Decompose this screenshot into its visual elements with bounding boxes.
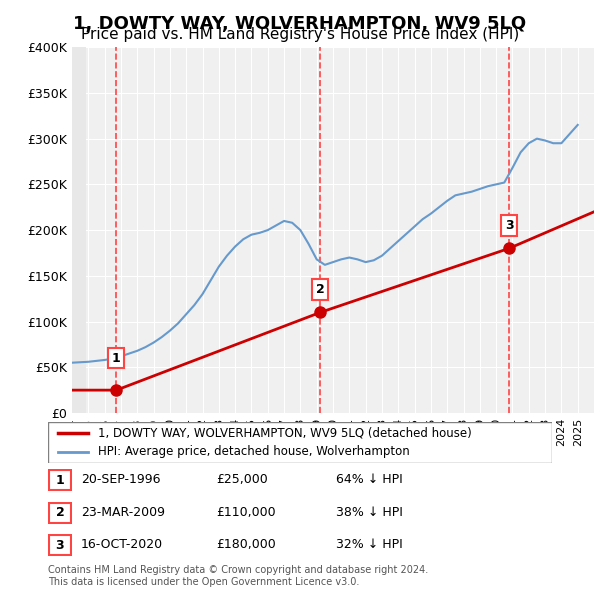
FancyBboxPatch shape bbox=[49, 535, 71, 555]
FancyBboxPatch shape bbox=[49, 470, 71, 490]
Text: 32% ↓ HPI: 32% ↓ HPI bbox=[336, 538, 403, 551]
Text: 38% ↓ HPI: 38% ↓ HPI bbox=[336, 506, 403, 519]
Text: 1, DOWTY WAY, WOLVERHAMPTON, WV9 5LQ: 1, DOWTY WAY, WOLVERHAMPTON, WV9 5LQ bbox=[73, 15, 527, 33]
Bar bbox=[72, 47, 86, 413]
Text: HPI: Average price, detached house, Wolverhampton: HPI: Average price, detached house, Wolv… bbox=[98, 445, 410, 458]
Text: £25,000: £25,000 bbox=[216, 473, 268, 486]
Text: 3: 3 bbox=[56, 539, 64, 552]
FancyBboxPatch shape bbox=[48, 422, 552, 463]
Text: 1: 1 bbox=[56, 474, 64, 487]
Text: 2: 2 bbox=[316, 283, 325, 296]
Text: 16-OCT-2020: 16-OCT-2020 bbox=[81, 538, 163, 551]
FancyBboxPatch shape bbox=[49, 503, 71, 523]
Text: £110,000: £110,000 bbox=[216, 506, 275, 519]
Text: 3: 3 bbox=[505, 219, 514, 232]
Text: Price paid vs. HM Land Registry's House Price Index (HPI): Price paid vs. HM Land Registry's House … bbox=[81, 27, 519, 41]
Text: 20-SEP-1996: 20-SEP-1996 bbox=[81, 473, 161, 486]
Text: 64% ↓ HPI: 64% ↓ HPI bbox=[336, 473, 403, 486]
Text: 2: 2 bbox=[56, 506, 64, 519]
Text: £180,000: £180,000 bbox=[216, 538, 276, 551]
Text: 1, DOWTY WAY, WOLVERHAMPTON, WV9 5LQ (detached house): 1, DOWTY WAY, WOLVERHAMPTON, WV9 5LQ (de… bbox=[98, 427, 472, 440]
Text: Contains HM Land Registry data © Crown copyright and database right 2024.
This d: Contains HM Land Registry data © Crown c… bbox=[48, 565, 428, 587]
Text: 23-MAR-2009: 23-MAR-2009 bbox=[81, 506, 165, 519]
Text: 1: 1 bbox=[112, 352, 121, 365]
